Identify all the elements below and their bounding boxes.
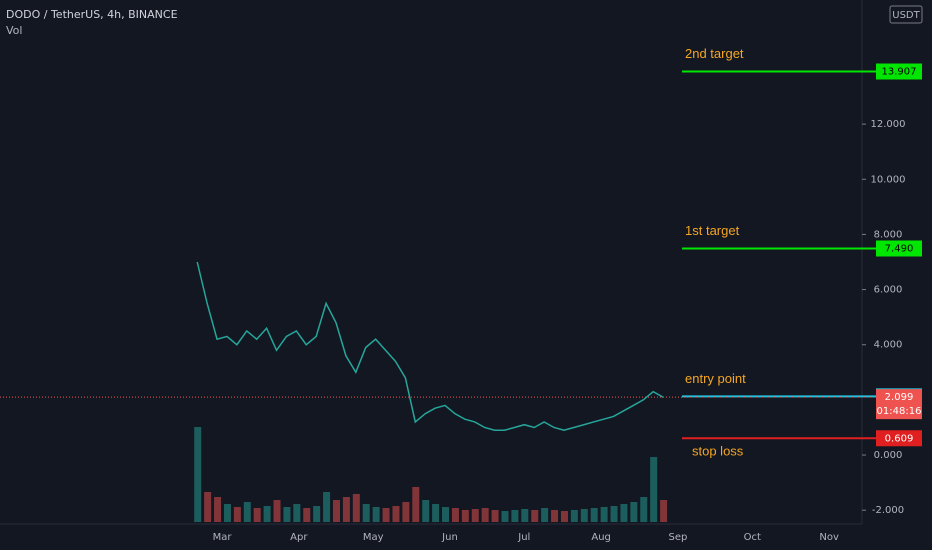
volume-bar <box>204 492 212 522</box>
volume-bar <box>560 511 568 522</box>
volume-bar <box>402 502 410 522</box>
volume-bar <box>233 507 241 522</box>
volume-bar <box>471 509 479 522</box>
current-price: 2.099 <box>885 392 914 403</box>
volume-bar <box>412 487 420 522</box>
y-tick-label: 4.000 <box>874 340 903 351</box>
volume-bar <box>531 510 539 522</box>
y-tick-label: 6.000 <box>874 285 903 296</box>
volume-bar <box>461 510 469 522</box>
volume-bar <box>382 508 390 522</box>
x-tick-label: May <box>363 532 384 543</box>
price-tag-label: 13.907 <box>882 67 917 78</box>
volume-bar <box>253 508 261 522</box>
volume-bar <box>660 500 668 522</box>
symbol-title: DODO / TetherUS, 4h, BINANCE <box>6 8 178 21</box>
volume-bar <box>323 492 331 522</box>
volume-bar <box>570 510 578 522</box>
volume-bar <box>451 508 459 522</box>
volume-bar <box>620 504 628 522</box>
volume-bar <box>481 508 489 522</box>
x-tick-label: Aug <box>591 532 611 543</box>
x-tick-label: Apr <box>290 532 308 543</box>
currency-box[interactable] <box>889 5 923 24</box>
y-tick-label: -2.000 <box>872 505 904 516</box>
volume-bar <box>283 507 291 522</box>
level-name: 2nd target <box>685 46 744 61</box>
volume-bar <box>293 504 301 522</box>
level-name: 1st target <box>685 223 740 238</box>
volume-bar <box>551 510 559 522</box>
volume-bar <box>432 504 440 522</box>
volume-label: Vol <box>6 24 22 37</box>
x-tick-label: Nov <box>819 532 839 543</box>
volume-bar <box>501 511 509 522</box>
volume-bar <box>521 509 529 522</box>
volume-bar <box>442 507 450 522</box>
volume-bar <box>600 507 608 522</box>
price-tag <box>876 430 922 447</box>
volume-bar <box>362 504 370 522</box>
volume-bar <box>194 427 202 522</box>
volume-bar <box>392 506 400 522</box>
volume-bar <box>214 497 222 522</box>
volume-bar <box>263 506 271 522</box>
currency[interactable]: USDT <box>892 10 920 21</box>
volume-bar <box>352 494 360 522</box>
x-tick-label: Jun <box>441 532 458 543</box>
y-tick-label: 12.000 <box>871 119 906 130</box>
level-name: stop loss <box>692 444 744 459</box>
price-tag <box>876 240 922 257</box>
volume-bar <box>313 506 321 522</box>
volume-bar <box>372 507 380 522</box>
x-tick-label: Sep <box>669 532 688 543</box>
volume-bar <box>303 508 311 522</box>
price-line <box>196 261 664 432</box>
y-tick-label: 0.000 <box>874 450 903 461</box>
volume-bar <box>541 508 549 522</box>
volume-bar <box>223 504 231 522</box>
volume-bar <box>491 510 499 522</box>
volume-bar <box>650 457 658 522</box>
volume-bar <box>590 508 598 522</box>
x-tick-label: Oct <box>744 532 761 543</box>
volume-bar <box>273 500 281 522</box>
x-tick-label: Mar <box>213 532 233 543</box>
y-tick-label: 10.000 <box>871 174 906 185</box>
volume-bar <box>511 510 519 522</box>
price-tag-label: 0.609 <box>885 433 914 444</box>
volume-bar <box>422 500 430 522</box>
volume-bar <box>342 497 350 522</box>
level-name: entry point <box>685 371 746 386</box>
current-tag <box>876 389 922 420</box>
volume-bar <box>580 509 588 522</box>
x-tick-label: Jul <box>517 532 530 543</box>
price-tag <box>876 63 922 80</box>
price-tag-label: 7.490 <box>885 243 914 254</box>
volume-bar <box>332 500 340 522</box>
volume-bar <box>610 506 618 522</box>
volume-bar <box>630 502 638 522</box>
countdown: 01:48:16 <box>877 406 922 417</box>
volume-bar <box>640 497 648 522</box>
volume-bar <box>243 502 251 522</box>
y-tick-label: 8.000 <box>874 229 903 240</box>
